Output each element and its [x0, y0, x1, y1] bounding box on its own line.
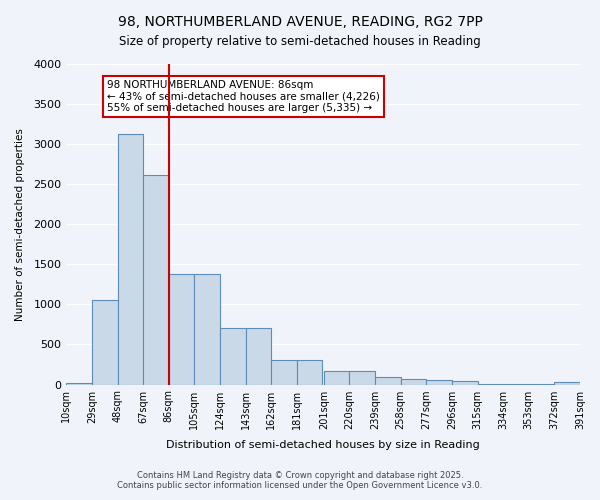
Bar [169, 274, 194, 384]
Bar [92, 300, 118, 384]
Text: Size of property relative to semi-detached houses in Reading: Size of property relative to semi-detach… [119, 35, 481, 48]
Text: 98 NORTHUMBERLAND AVENUE: 86sqm
← 43% of semi-detached houses are smaller (4,226: 98 NORTHUMBERLAND AVENUE: 86sqm ← 43% of… [107, 80, 380, 113]
Bar [67, 383, 92, 384]
Bar [349, 370, 375, 384]
Bar [554, 382, 580, 384]
Bar [297, 360, 322, 384]
Bar [220, 328, 245, 384]
Bar [452, 382, 478, 384]
Bar [324, 370, 349, 384]
Bar [271, 360, 297, 384]
Text: Contains HM Land Registry data © Crown copyright and database right 2025.
Contai: Contains HM Land Registry data © Crown c… [118, 470, 482, 490]
Bar [245, 328, 271, 384]
Bar [375, 376, 401, 384]
Bar [118, 134, 143, 384]
Bar [143, 176, 169, 384]
Y-axis label: Number of semi-detached properties: Number of semi-detached properties [15, 128, 25, 320]
Bar [194, 274, 220, 384]
X-axis label: Distribution of semi-detached houses by size in Reading: Distribution of semi-detached houses by … [166, 440, 480, 450]
Bar [427, 380, 452, 384]
Text: 98, NORTHUMBERLAND AVENUE, READING, RG2 7PP: 98, NORTHUMBERLAND AVENUE, READING, RG2 … [118, 15, 482, 29]
Bar [401, 379, 427, 384]
